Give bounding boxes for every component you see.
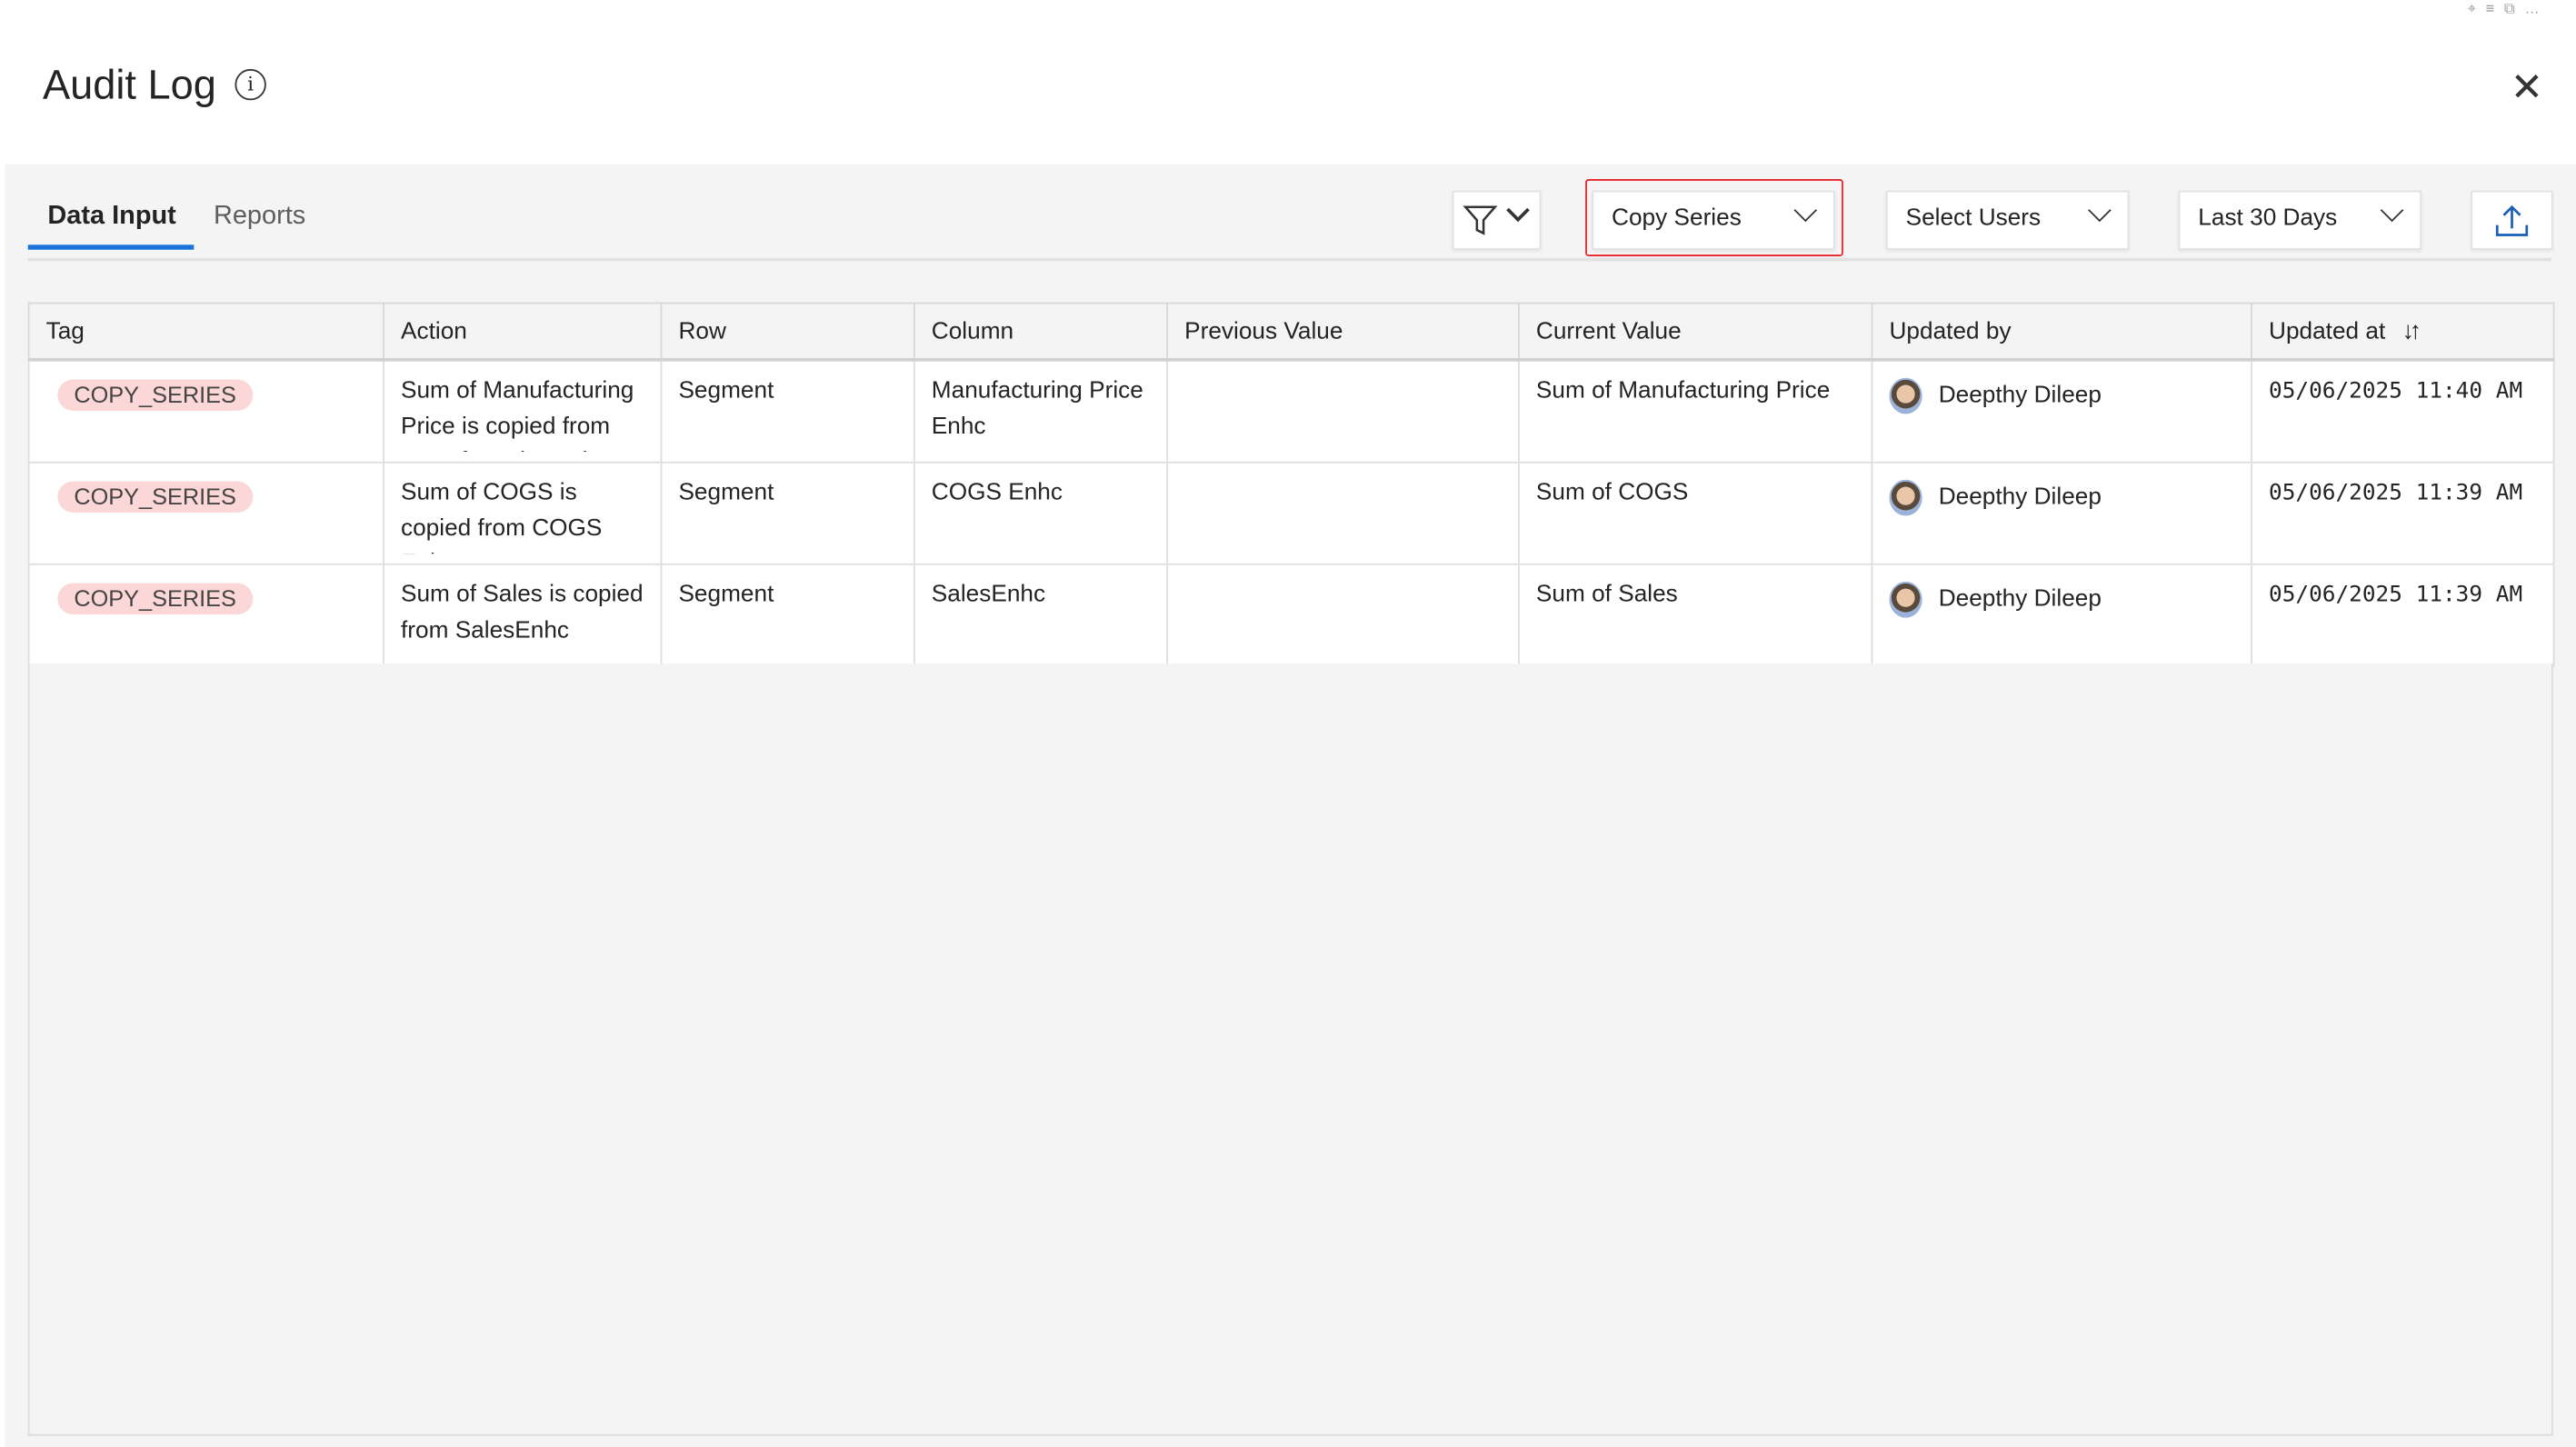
page-title: Audit Log (42, 62, 216, 109)
close-icon[interactable]: ✕ (2510, 65, 2544, 111)
column-header-column[interactable]: Column (913, 302, 1169, 362)
previous-value-cell (1166, 563, 1520, 667)
action-text: Sum of Sales is copied from SalesEnhc (401, 581, 644, 644)
user-name: Deepthy Dileep (1938, 484, 2102, 511)
row-cell: Segment (660, 563, 915, 667)
window-controls-icons[interactable]: ⌖≡⧉… (2467, 0, 2550, 17)
action-text: Sum of COGS is copied from COGS Enhc (401, 479, 603, 554)
users-value: Select Users (1905, 205, 2042, 232)
date-range-dropdown[interactable]: Last 30 Days (2178, 190, 2422, 250)
divider (27, 257, 2551, 262)
tag-cell: COPY_SERIES (27, 461, 384, 565)
previous-value-cell (1166, 461, 1520, 565)
audit-log-table: Tag Action Row Column Previous Value Cur… (27, 302, 2555, 667)
upload-icon (2495, 205, 2529, 236)
user-name: Deepthy Dileep (1938, 585, 2102, 613)
export-button[interactable] (2471, 190, 2553, 250)
row-cell: Segment (660, 461, 915, 565)
chevron-down-icon (1793, 198, 1818, 223)
info-icon[interactable]: i (235, 68, 266, 101)
user-name: Deepthy Dileep (1938, 382, 2102, 409)
updated-by-cell: Deepthy Dileep (1871, 358, 2252, 464)
action-cell: Sum of Manufacturing Price is copied fro… (383, 358, 663, 464)
updated-at-cell: 05/06/2025 11:39 AM (2251, 563, 2555, 667)
tag-badge: COPY_SERIES (57, 481, 254, 513)
action-type-dropdown[interactable]: Copy Series (1592, 190, 1835, 250)
column-header-tag[interactable]: Tag (27, 302, 384, 362)
action-cell: Sum of COGS is copied from COGS Enhc (383, 461, 663, 565)
current-value-cell: Sum of COGS (1518, 461, 1873, 565)
updated-by-cell: Deepthy Dileep (1871, 563, 2252, 667)
updated-at-cell: 05/06/2025 11:40 AM (2251, 358, 2555, 464)
avatar (1889, 479, 1922, 516)
row-cell: Segment (660, 358, 915, 464)
updated-at-cell: 05/06/2025 11:39 AM (2251, 461, 2555, 565)
tab-data-input[interactable]: Data Input (47, 202, 176, 231)
date-range-value: Last 30 Days (2198, 205, 2338, 232)
column-header-row[interactable]: Row (660, 302, 915, 362)
table-row[interactable]: COPY_SERIES Sum of Sales is copied from … (27, 563, 2555, 667)
action-cell: Sum of Sales is copied from SalesEnhc (383, 563, 663, 667)
tag-cell: COPY_SERIES (27, 563, 384, 667)
filter-icon (1463, 205, 1498, 235)
current-value-cell: Sum of Manufacturing Price (1518, 358, 1873, 464)
filter-button[interactable] (1452, 190, 1542, 250)
action-text: Sum of Manufacturing Price is copied fro… (401, 377, 634, 452)
updated-by-cell: Deepthy Dileep (1871, 461, 2252, 565)
column-header-updated-by[interactable]: Updated by (1871, 302, 2252, 362)
current-value-cell: Sum of Sales (1518, 563, 1873, 667)
chevron-down-icon (2380, 198, 2404, 223)
previous-value-cell (1166, 358, 1520, 464)
chevron-down-icon (1506, 198, 1530, 223)
action-type-value: Copy Series (1612, 205, 1742, 232)
column-cell: COGS Enhc (913, 461, 1169, 565)
active-tab-indicator (27, 244, 195, 250)
avatar (1889, 581, 1922, 618)
tab-reports[interactable]: Reports (213, 202, 306, 231)
table-header-row: Tag Action Row Column Previous Value Cur… (27, 302, 2555, 362)
chevron-down-icon (2088, 198, 2112, 223)
tag-badge: COPY_SERIES (57, 583, 254, 614)
column-header-action[interactable]: Action (383, 302, 663, 362)
sort-icon[interactable]: ↓↑ (2401, 316, 2421, 345)
tag-cell: COPY_SERIES (27, 358, 384, 464)
updated-at-label: Updated at (2269, 318, 2386, 345)
column-header-previous-value[interactable]: Previous Value (1166, 302, 1520, 362)
column-cell: SalesEnhc (913, 563, 1169, 667)
column-header-updated-at[interactable]: Updated at ↓↑ (2251, 302, 2555, 362)
avatar (1889, 377, 1922, 414)
tag-badge: COPY_SERIES (57, 379, 254, 411)
table-empty-area (27, 664, 2553, 1436)
highlight-box (1585, 179, 1843, 256)
table-row[interactable]: COPY_SERIES Sum of COGS is copied from C… (27, 461, 2555, 565)
column-header-current-value[interactable]: Current Value (1518, 302, 1873, 362)
users-dropdown[interactable]: Select Users (1885, 190, 2130, 250)
table-row[interactable]: COPY_SERIES Sum of Manufacturing Price i… (27, 358, 2555, 464)
column-cell: Manufacturing Price Enhc (913, 358, 1169, 464)
